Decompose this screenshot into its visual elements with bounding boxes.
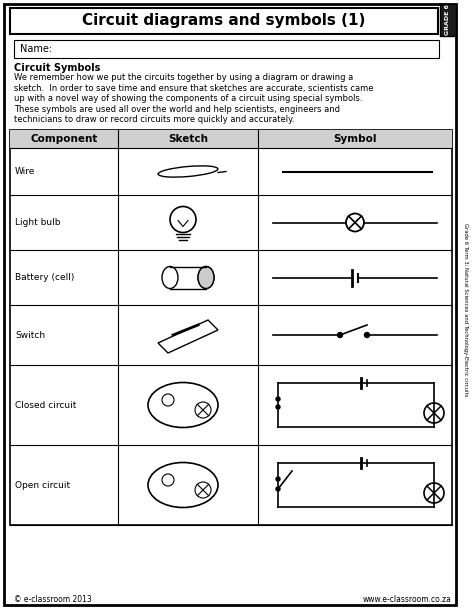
Text: Closed circuit: Closed circuit [15, 400, 76, 409]
Text: Component: Component [30, 134, 98, 144]
Text: Light bulb: Light bulb [15, 218, 61, 227]
Text: Symbol: Symbol [333, 134, 377, 144]
Circle shape [337, 332, 343, 338]
Text: Grade 6 Term 3: Natural Sciences and Technology-Electric circuits: Grade 6 Term 3: Natural Sciences and Tec… [464, 223, 468, 397]
Circle shape [276, 397, 280, 401]
Text: up with a novel way of showing the components of a circuit using special symbols: up with a novel way of showing the compo… [14, 94, 363, 103]
Text: © e-classroom 2013: © e-classroom 2013 [14, 595, 92, 604]
Ellipse shape [198, 267, 214, 289]
Text: Circuit diagrams and symbols (1): Circuit diagrams and symbols (1) [82, 13, 365, 28]
Bar [14, 40, 439, 58]
Bar [440, 4, 456, 36]
Bar [258, 130, 452, 148]
Text: These symbols are used all over the world and help scientists, engineers and: These symbols are used all over the worl… [14, 104, 340, 113]
Circle shape [365, 332, 370, 338]
Bar [10, 130, 118, 148]
Circle shape [276, 487, 280, 491]
Text: Battery (cell): Battery (cell) [15, 273, 74, 282]
Bar [118, 130, 258, 148]
Bar [10, 130, 452, 525]
Text: Circuit Symbols: Circuit Symbols [14, 63, 100, 73]
Text: GRADE 6: GRADE 6 [446, 4, 450, 36]
Text: Wire: Wire [15, 167, 36, 176]
Text: www.e-classroom.co.za: www.e-classroom.co.za [363, 595, 452, 604]
Circle shape [276, 405, 280, 409]
Text: We remember how we put the circuits together by using a diagram or drawing a: We remember how we put the circuits toge… [14, 73, 353, 82]
Text: Switch: Switch [15, 330, 45, 340]
Bar [10, 8, 438, 34]
Text: Open circuit: Open circuit [15, 481, 70, 490]
Text: sketch.  In order to save time and ensure that sketches are accurate, scientists: sketch. In order to save time and ensure… [14, 83, 374, 93]
Circle shape [276, 477, 280, 481]
Text: technicians to draw or record circuits more quickly and accurately.: technicians to draw or record circuits m… [14, 115, 294, 124]
Text: Sketch: Sketch [168, 134, 208, 144]
Text: Name:: Name: [20, 44, 52, 54]
